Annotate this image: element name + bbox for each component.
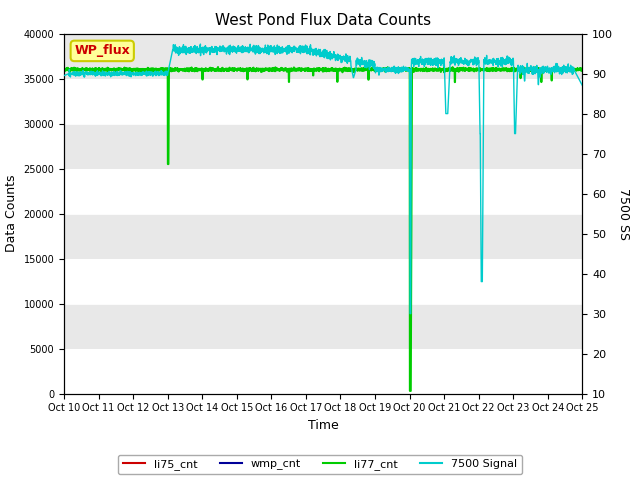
Y-axis label: Data Counts: Data Counts (5, 175, 18, 252)
Bar (64, 168, 582, 214)
Bar (64, 259, 582, 303)
X-axis label: Time: Time (308, 419, 339, 432)
Bar (64, 34, 582, 79)
Bar (64, 214, 582, 259)
Bar (64, 123, 582, 168)
Y-axis label: 7500 SS: 7500 SS (617, 188, 630, 240)
Legend: li75_cnt, wmp_cnt, li77_cnt, 7500 Signal: li75_cnt, wmp_cnt, li77_cnt, 7500 Signal (118, 455, 522, 474)
Bar (64, 79, 582, 123)
Bar (64, 303, 582, 348)
Bar (64, 348, 582, 394)
Text: WP_flux: WP_flux (74, 44, 130, 58)
Title: West Pond Flux Data Counts: West Pond Flux Data Counts (215, 13, 431, 28)
